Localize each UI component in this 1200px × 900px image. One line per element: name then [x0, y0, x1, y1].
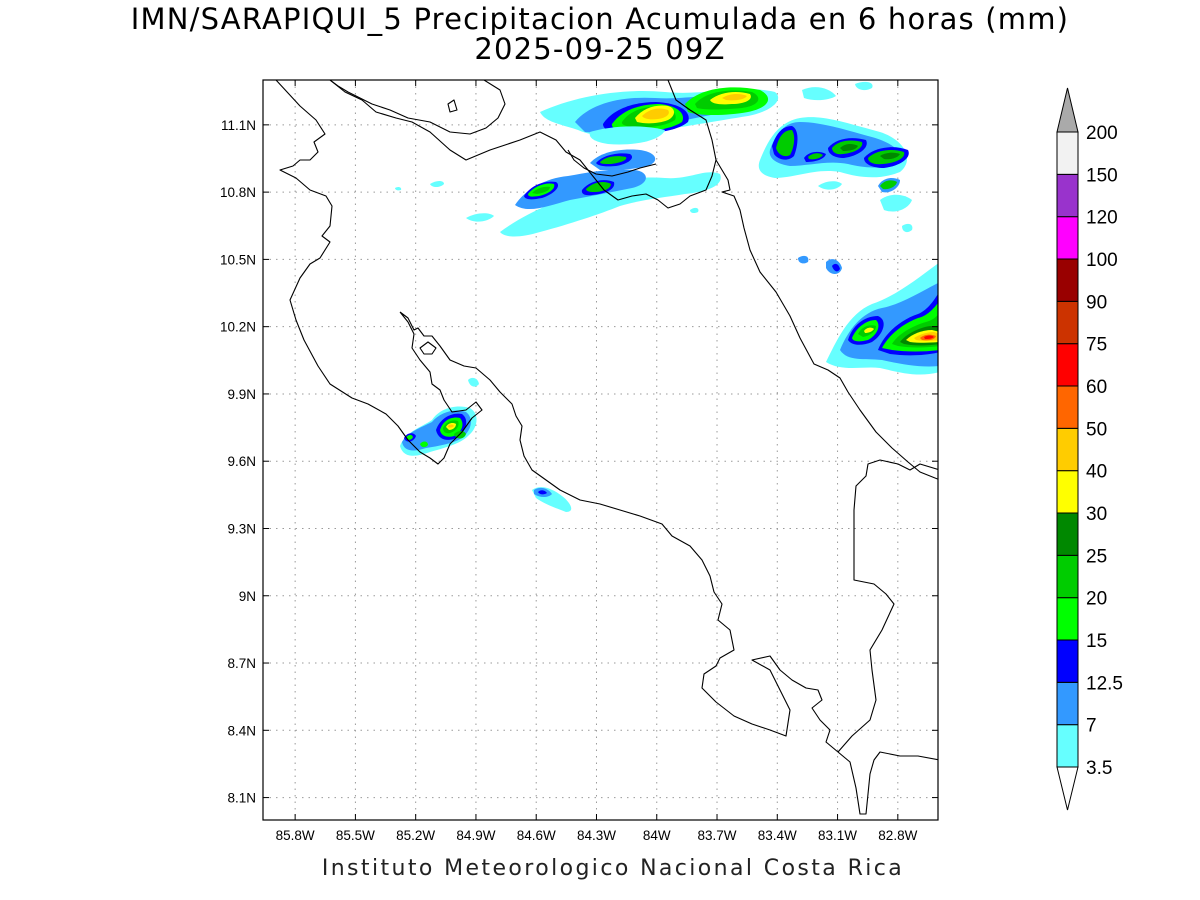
colorbar-level-label: 200	[1086, 123, 1118, 144]
colorbar-swatch	[1056, 427, 1079, 472]
precip-cell-north-band	[395, 149, 721, 237]
lon-tick-label: 84.6W	[517, 828, 556, 843]
coastlines-and-borders	[275, 80, 938, 815]
colorbar-level-label: 12.5	[1086, 673, 1123, 694]
colorbar-level-label: 150	[1086, 165, 1118, 186]
colorbar-swatch	[1056, 131, 1079, 175]
lon-tick-label: 85.5W	[336, 828, 375, 843]
nicaragua-lake-shore	[329, 80, 506, 135]
map-axes: 85.8W 85.5W 85.2W 84.9W 84.6W 84.3W 84W 83.7W 83…	[220, 80, 938, 843]
colorbar-swatch	[1056, 597, 1079, 641]
lat-tick-label: 9.9N	[227, 387, 256, 402]
colorbar-swatch	[1056, 385, 1079, 429]
lon-tick-label: 85.2W	[396, 828, 435, 843]
chira-island	[419, 341, 437, 355]
colorbar-level-label: 60	[1086, 377, 1107, 398]
lon-tick-label: 85.8W	[276, 828, 315, 843]
lon-tick-label: 83.4W	[758, 828, 797, 843]
lat-tick-label: 10.5N	[220, 252, 256, 267]
map-title: IMN/SARAPIQUI_5 Precipitacion Acumulada …	[130, 2, 1070, 36]
lat-tick-label: 8.7N	[227, 656, 256, 671]
river-outline	[567, 149, 657, 177]
colorbar: 3.5 7 12.5 15 20 25 30 40 50 60 75 90 100 120 150 200	[1056, 87, 1123, 811]
precip-cell-north-central	[540, 81, 873, 145]
colorbar-swatch	[1056, 470, 1079, 514]
ometepe-island	[447, 99, 458, 113]
colorbar-level-label: 75	[1086, 335, 1107, 356]
map-datetime: 2025-09-25 09Z	[474, 32, 726, 66]
lat-tick-label: 9.3N	[227, 521, 256, 536]
lat-tick-label: 10.8N	[220, 185, 256, 200]
colorbar-level-label: 100	[1086, 250, 1118, 271]
lon-tick-label: 84.9W	[456, 828, 495, 843]
lat-tick-label: 8.4N	[227, 723, 256, 738]
colorbar-swatch	[1056, 681, 1079, 726]
colorbar-level-label: 3.5	[1086, 758, 1112, 779]
caribbean-coastline	[715, 159, 938, 480]
lon-tick-label: 82.8W	[878, 828, 917, 843]
precip-cell-limon	[826, 263, 938, 375]
colorbar-level-label: 20	[1086, 589, 1107, 610]
colorbar-over-arrow	[1056, 87, 1079, 133]
colorbar-swatch	[1056, 300, 1079, 345]
institution-credit: Instituto Meteorologico Nacional Costa R…	[321, 856, 905, 881]
colorbar-level-label: 90	[1086, 292, 1107, 313]
colorbar-level-label: 7	[1086, 716, 1097, 737]
colorbar-level-label: 120	[1086, 208, 1118, 229]
colorbar-swatch	[1056, 639, 1079, 683]
lon-tick-label: 83.1W	[818, 828, 857, 843]
lon-tick-label: 84W	[643, 828, 671, 843]
colorbar-level-label: 40	[1086, 462, 1107, 483]
colorbar-under-arrow	[1056, 766, 1079, 811]
lat-tick-label: 11.1N	[221, 118, 256, 133]
colorbar-swatch	[1056, 724, 1079, 768]
colorbar-swatch	[1056, 343, 1079, 387]
colorbar-level-label: 50	[1086, 419, 1107, 440]
colorbar-swatch	[1056, 554, 1079, 599]
panama-border	[837, 459, 938, 753]
colorbar-level-label: 25	[1086, 546, 1107, 567]
map-frame	[262, 79, 939, 821]
colorbar-swatch	[1056, 258, 1079, 302]
lon-tick-label: 83.7W	[698, 828, 737, 843]
nicaragua-border	[329, 80, 717, 209]
precipitation-field	[395, 81, 938, 512]
colorbar-level-label: 15	[1086, 631, 1107, 652]
lat-tick-label: 10.2N	[220, 320, 256, 335]
lon-tick-label: 84.3W	[577, 828, 616, 843]
lat-tick-label: 8.1N	[227, 791, 256, 806]
pacific-coastline	[275, 80, 938, 815]
colorbar-swatch	[1056, 173, 1079, 218]
colorbar-level-label: 30	[1086, 504, 1107, 525]
lat-tick-label: 9.6N	[227, 454, 256, 469]
colorbar-swatch	[1056, 512, 1079, 556]
colorbar-swatch	[1056, 216, 1079, 260]
lat-tick-label: 9N	[239, 589, 256, 604]
precip-cell-northeast	[758, 117, 913, 274]
